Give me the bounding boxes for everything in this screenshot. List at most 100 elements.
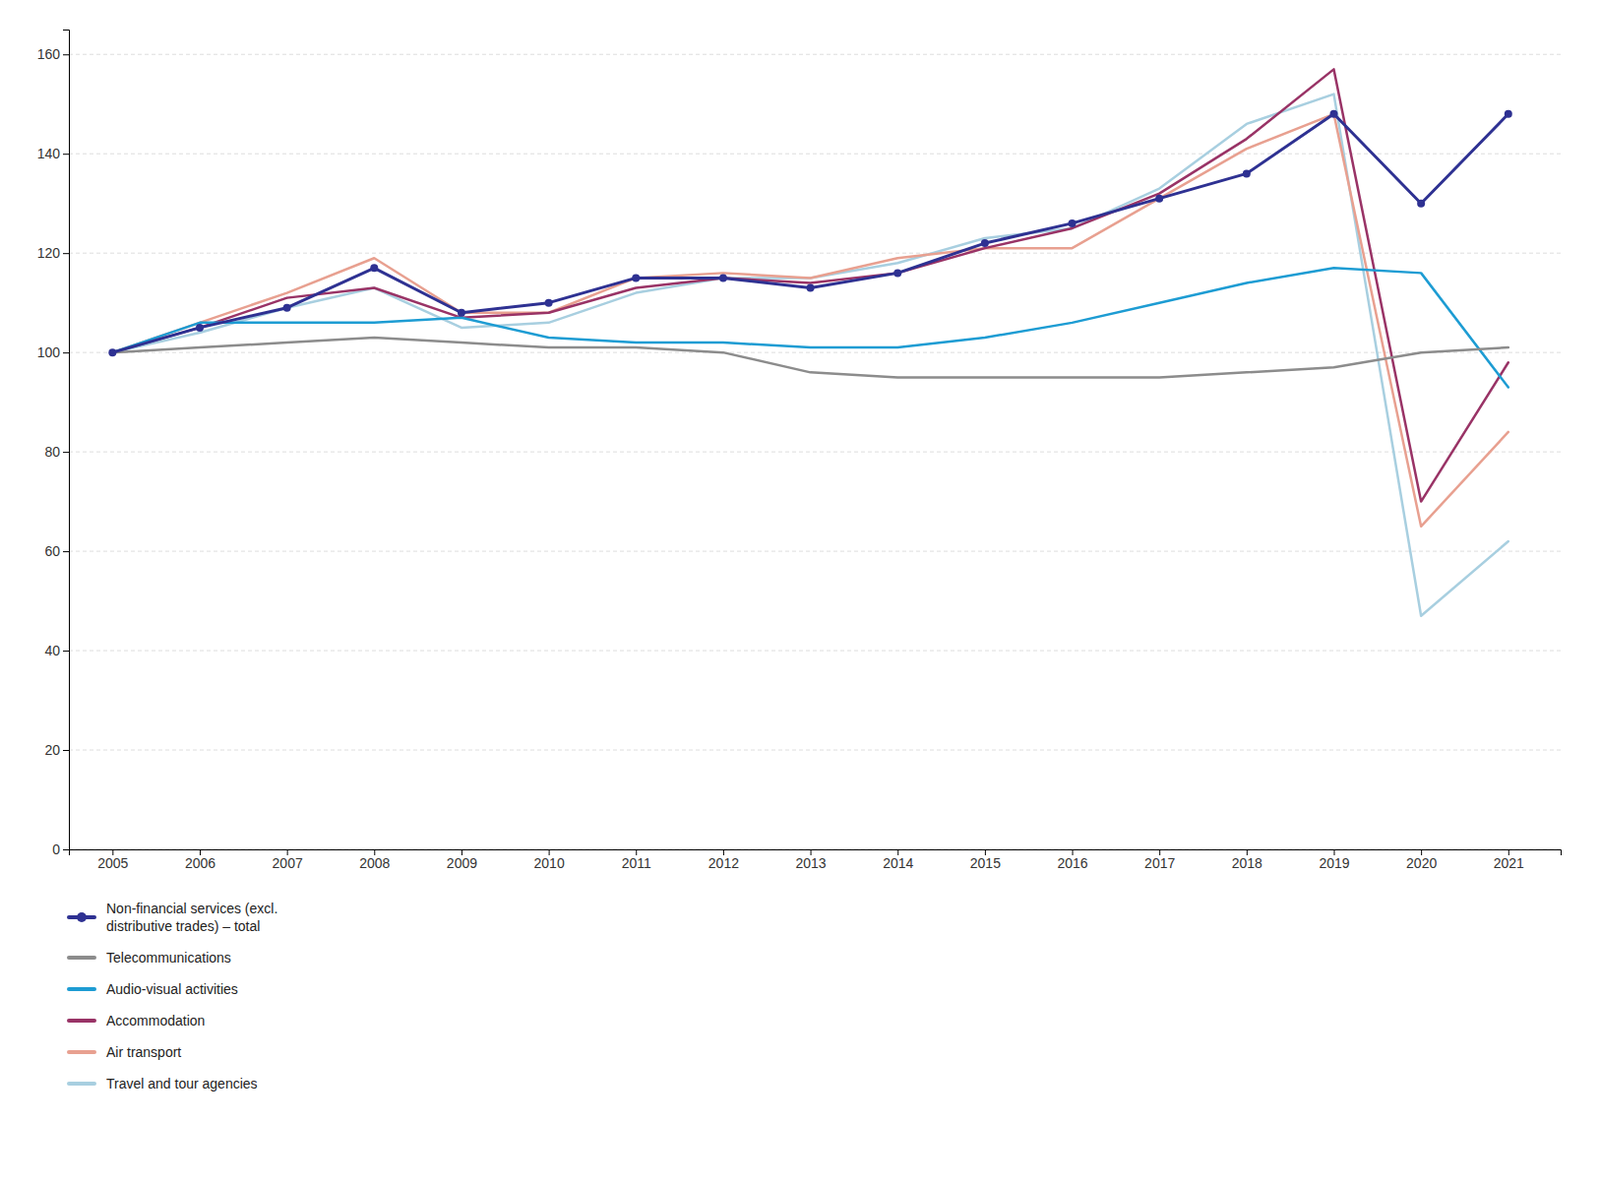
line <box>112 114 1508 527</box>
grid-line <box>68 54 1561 56</box>
legend-label: Travel and tour agencies <box>106 1075 258 1092</box>
legend-swatch <box>68 986 95 991</box>
point <box>631 273 640 282</box>
legend-item: Travel and tour agencies <box>68 1075 258 1092</box>
tick: 2013 <box>795 849 826 871</box>
legend-marker <box>76 912 87 923</box>
tick-label: 160 <box>37 46 62 62</box>
legend-swatch <box>68 1049 95 1054</box>
tick-label: 2016 <box>1056 855 1088 871</box>
tick: 160 <box>37 46 69 62</box>
grid-line <box>68 352 1561 354</box>
legend-item: Non-financial services (excl.distributiv… <box>68 900 278 934</box>
tick-mark <box>62 153 69 155</box>
legend-label: Air transport <box>106 1044 182 1060</box>
marks <box>108 68 1512 616</box>
grid-line <box>68 551 1561 553</box>
point <box>369 263 378 272</box>
y-axis: 0 20 40 60 80 100 120 140 160 <box>37 30 70 858</box>
tick: 2009 <box>446 849 478 871</box>
series <box>112 68 1508 501</box>
series <box>112 94 1508 616</box>
series <box>112 337 1508 377</box>
tick-label: 2011 <box>621 855 652 871</box>
line <box>112 267 1508 387</box>
legend: Non-financial services (excl.distributiv… <box>68 900 278 1092</box>
tick: 2011 <box>621 849 652 871</box>
tick-mark <box>62 54 69 56</box>
point <box>806 284 815 293</box>
tick: 2005 <box>97 849 128 871</box>
tick-mark <box>62 451 69 453</box>
grid <box>68 54 1561 850</box>
tick-label: 120 <box>37 245 62 261</box>
tick-label: 2013 <box>795 855 826 871</box>
tick-label: 2008 <box>359 855 390 871</box>
tick-label: 2012 <box>708 855 739 871</box>
tick: 2010 <box>534 849 565 871</box>
tick-mark <box>62 352 69 354</box>
legend-swatch <box>68 1018 95 1023</box>
tick: 0 <box>52 841 69 858</box>
tick-label: 2017 <box>1144 855 1175 871</box>
point <box>981 239 989 247</box>
tick: 2021 <box>1493 849 1525 871</box>
tick-label: 2021 <box>1493 855 1525 871</box>
plot: 2005200620072008200920102011201220132014… <box>37 30 1562 871</box>
tick-mark <box>62 849 69 851</box>
point <box>1155 194 1164 203</box>
tick-label: 140 <box>37 145 62 162</box>
tick-mark <box>62 650 69 652</box>
tick-mark <box>62 252 69 254</box>
tick-label: 2007 <box>272 855 304 871</box>
point <box>719 273 728 282</box>
point <box>1242 169 1251 178</box>
tick: 120 <box>37 245 69 261</box>
tick: 2008 <box>359 849 390 871</box>
legend-label: Telecommunications <box>106 949 232 966</box>
tick-mark <box>62 551 69 553</box>
grid-line <box>68 451 1561 453</box>
tick-label: 100 <box>37 344 62 361</box>
point <box>893 268 902 277</box>
legend-item: Air transport <box>68 1044 182 1060</box>
legend-item: Telecommunications <box>68 949 232 966</box>
series <box>112 114 1508 527</box>
line <box>112 94 1508 616</box>
tick: 2019 <box>1318 849 1350 871</box>
tick-label: 2015 <box>970 855 1001 871</box>
tick: 80 <box>44 443 69 460</box>
tick-label: 2006 <box>184 855 216 871</box>
tick-label: 20 <box>44 741 61 758</box>
tick-label: 2014 <box>882 855 914 871</box>
chart: 2005200620072008200920102011201220132014… <box>0 0 1600 1184</box>
tick-label: 2010 <box>534 855 565 871</box>
tick: 60 <box>44 543 69 559</box>
tick: 2012 <box>708 849 739 871</box>
tick: 2006 <box>184 849 216 871</box>
tick: 2020 <box>1406 849 1437 871</box>
legend-label: Audio-visual activities <box>106 981 239 997</box>
tick: 140 <box>37 145 69 162</box>
grid-line <box>68 749 1561 751</box>
legend-item: Accommodation <box>68 1012 205 1029</box>
tick: 2014 <box>882 849 914 871</box>
point <box>545 299 554 308</box>
legend-label: Non-financial services (excl.distributiv… <box>106 900 278 934</box>
tick: 2015 <box>970 849 1001 871</box>
legend-label: Accommodation <box>106 1012 205 1029</box>
tick-label: 60 <box>44 543 61 559</box>
x-axis: 2005 2006 2007 2008 2009 2010 2011 2012 2013 2014… <box>69 849 1562 871</box>
legend-item: Audio-visual activities <box>68 981 239 997</box>
point <box>457 308 466 317</box>
line <box>112 337 1508 377</box>
tick: 40 <box>44 642 69 659</box>
grid-line <box>68 252 1561 254</box>
point <box>195 323 204 332</box>
tick-mark <box>62 749 69 751</box>
series <box>108 110 1512 357</box>
legend-swatch <box>68 955 95 960</box>
tick-label: 2009 <box>446 855 478 871</box>
tick-label: 40 <box>44 642 61 659</box>
tick: 2017 <box>1144 849 1175 871</box>
